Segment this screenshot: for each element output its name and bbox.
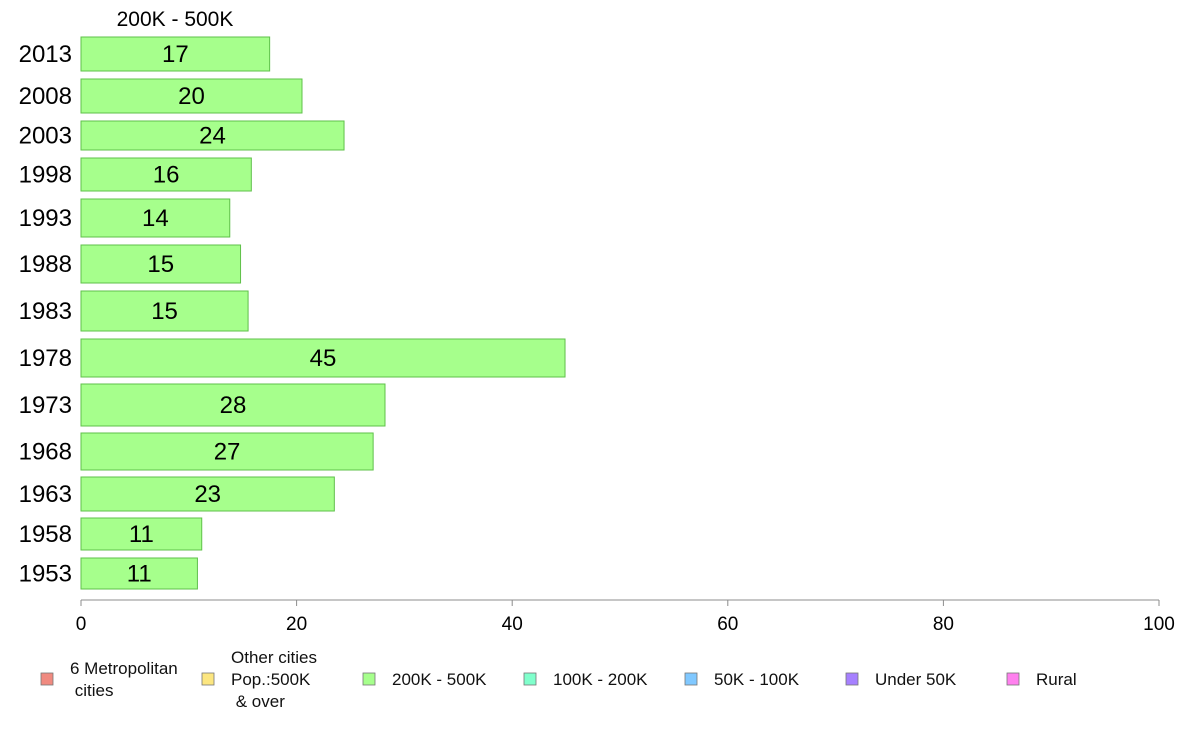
chart-title: 200K - 500K [117,8,234,31]
year-label-1978: 1978 [19,345,72,372]
legend-label-3-0: 100K - 200K [553,670,648,689]
legend: 6 Metropolitan cities Other cities Pop.:50… [40,648,1077,711]
bar-1953 [80,557,198,590]
legend-swatch-2 [362,672,376,686]
value-label-1953: 11 [127,561,152,588]
value-label-1993: 14 [142,205,169,232]
bar-1983 [80,290,249,332]
value-label-2008: 20 [178,83,205,110]
legend-label-0-0: 6 Metropolitan [70,659,178,678]
legend-swatch-6 [1006,672,1020,686]
bar-1958 [80,517,203,551]
value-label-1963: 23 [194,481,221,508]
legend-label-5-0: Under 50K [875,670,957,689]
legend-swatch-1 [201,672,215,686]
legend-label-1-2: & over [231,692,285,711]
legend-swatch-4 [684,672,698,686]
year-label-1998: 1998 [19,162,72,189]
legend-label-4-0: 50K - 100K [714,670,800,689]
value-label-1973: 28 [220,392,247,419]
bar-1993 [80,198,231,238]
x-tick-label-100: 100 [1143,614,1175,635]
year-label-1973: 1973 [19,392,72,419]
bar-1988 [80,244,242,284]
year-label-1953: 1953 [19,561,72,588]
bar-1978 [80,338,566,378]
legend-label-1-1: Pop.:500K [231,670,311,689]
x-tick-label-20: 20 [286,614,307,635]
legend-label-0-1: cities [70,681,113,700]
bar-2008 [80,78,303,114]
year-label-1968: 1968 [19,439,72,466]
legend-label-6-0: Rural [1036,670,1077,689]
x-axis: 0 20 40 60 80 100 [76,599,1175,635]
year-label-2008: 2008 [19,83,72,110]
value-label-1958: 11 [129,521,154,548]
x-tick-label-0: 0 [76,614,87,635]
year-label-1993: 1993 [19,205,72,232]
bar-1973 [80,383,386,427]
bar-2013 [80,36,271,72]
x-tick-label-40: 40 [502,614,523,635]
legend-label-2-0: 200K - 500K [392,670,487,689]
bar-1963 [80,476,335,512]
legend-swatch-3 [523,672,537,686]
year-label-1958: 1958 [19,521,72,548]
value-label-1988: 15 [147,251,174,278]
value-label-2003: 24 [199,123,226,150]
year-label-1983: 1983 [19,298,72,325]
legend-label-1-0: Other cities [231,648,317,667]
x-tick-label-60: 60 [717,614,738,635]
value-label-1998: 16 [153,162,180,189]
bar-1968 [80,432,374,471]
value-label-2013: 17 [162,41,189,68]
value-label-1968: 27 [214,439,241,466]
legend-swatch-5 [845,672,859,686]
value-label-1978: 45 [310,345,337,372]
bars-group: 2013 17 2008 20 2003 24 1998 16 1993 14 1988 15 1983… [19,36,566,590]
year-label-2013: 2013 [19,41,72,68]
year-label-1988: 1988 [19,251,72,278]
x-tick-label-80: 80 [933,614,954,635]
year-label-1963: 1963 [19,481,72,508]
year-label-2003: 2003 [19,123,72,150]
bar-2003 [80,120,345,151]
bar-1998 [80,157,252,192]
legend-swatch-0 [40,672,54,686]
value-label-1983: 15 [151,298,178,325]
